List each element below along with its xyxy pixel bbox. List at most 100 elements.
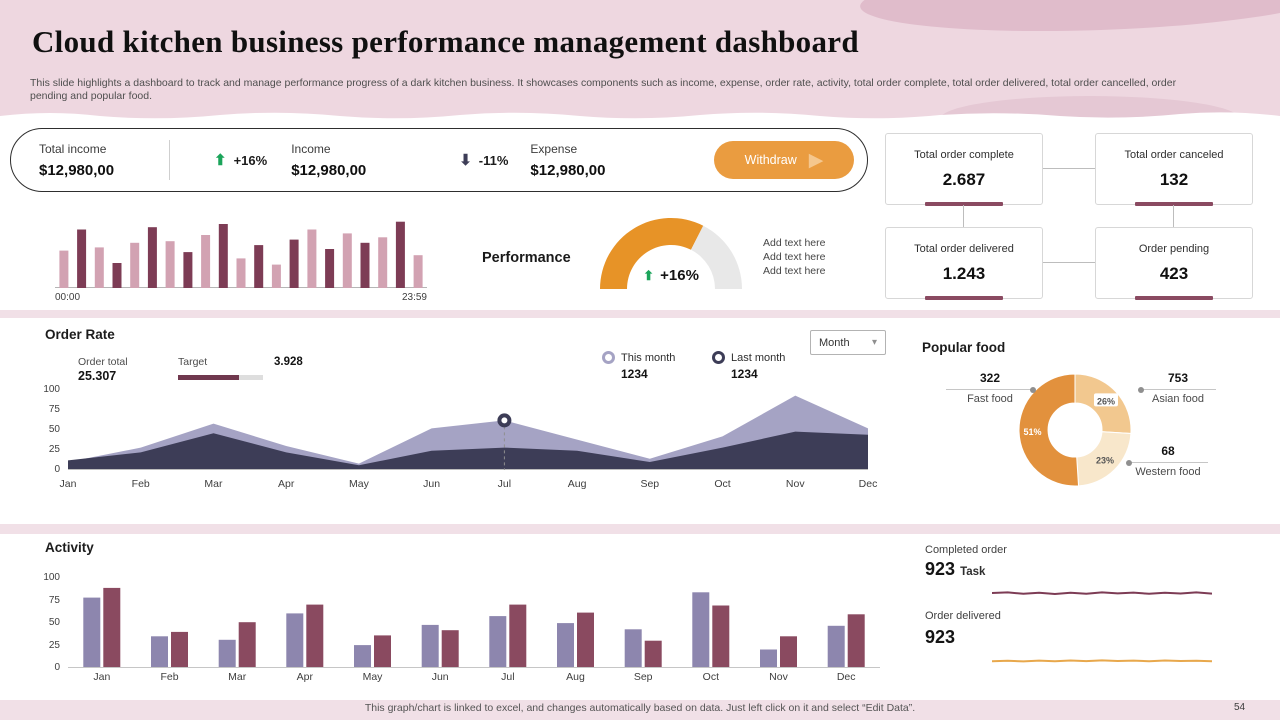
order-card-value: 132 bbox=[1159, 170, 1189, 189]
income-value: $12,980,00 bbox=[291, 161, 367, 179]
connector-line bbox=[1173, 205, 1174, 227]
order-rate-x-axis: Jan Feb Mar Apr May Jun Jul Aug Sep Oct Nov Dec bbox=[59, 478, 878, 490]
callout-value: 753 bbox=[1167, 371, 1189, 385]
arrow-down-icon: ⬇ bbox=[459, 152, 472, 169]
total-income-metric: Total income $12,980,00 bbox=[39, 142, 169, 179]
income-summary-bar: Total income $12,980,00 ⬆ +16% Income $1… bbox=[10, 128, 868, 192]
order-card-value: 423 bbox=[1159, 264, 1189, 283]
callout-line bbox=[1126, 459, 1208, 466]
performance-gauge-chart[interactable] bbox=[596, 212, 746, 292]
legend-this-month: This month 1234 bbox=[602, 351, 675, 381]
income-change-value: +16% bbox=[233, 152, 268, 168]
legend-value: 1234 bbox=[621, 367, 648, 381]
legend-last-month: Last month 1234 bbox=[712, 351, 785, 381]
add-text-placeholder[interactable]: Add text here bbox=[763, 251, 826, 263]
page-number: 54 bbox=[1234, 702, 1246, 713]
hourly-sales-bar-chart[interactable] bbox=[55, 206, 427, 288]
callout-line bbox=[946, 386, 1036, 393]
completed-order-sparkline[interactable] bbox=[991, 586, 1213, 602]
callout-label: Asian food bbox=[1152, 393, 1204, 405]
order-card-label: Total order delivered bbox=[914, 243, 1014, 255]
withdraw-button[interactable]: Withdraw ▶ bbox=[714, 141, 854, 179]
completed-order-unit: Task bbox=[960, 566, 986, 578]
connector-line bbox=[1043, 262, 1095, 263]
connector-line bbox=[1043, 168, 1095, 169]
activity-x-axis: Jan Feb Mar Apr May Jun Jul Aug Sep Oct Nov Dec bbox=[93, 671, 856, 683]
callout-line bbox=[1138, 386, 1216, 393]
order-stat-card: Total order complete 2.687 bbox=[885, 133, 1043, 206]
order-rate-area-chart[interactable] bbox=[68, 390, 868, 470]
expense-label: Expense bbox=[530, 141, 578, 156]
callout-dot bbox=[1138, 386, 1144, 393]
month-dropdown-value: Month bbox=[819, 336, 850, 349]
order-stat-card: Order pending 423 bbox=[1095, 227, 1253, 300]
accent-bar bbox=[925, 296, 1003, 300]
expense-value: $12,980,00 bbox=[530, 161, 606, 179]
chevron-down-icon: ▾ bbox=[871, 337, 877, 348]
food-callout-asian-food: 753 Asian food bbox=[1138, 371, 1216, 405]
legend-label: Last month bbox=[731, 351, 786, 364]
order-card-label: Order pending bbox=[1138, 243, 1210, 255]
play-arrow-icon: ▶ bbox=[808, 149, 824, 171]
income-metric: Income $12,980,00 bbox=[291, 142, 407, 179]
svg-text:23%: 23% bbox=[1096, 456, 1114, 466]
order-rate-band bbox=[0, 318, 1280, 524]
expense-metric: Expense $12,980,00 bbox=[530, 142, 646, 179]
activity-y-axis: 100 75 50 25 0 bbox=[43, 572, 60, 673]
page-subtitle: This slide highlights a dashboard to tra… bbox=[30, 77, 1177, 102]
order-delivered-label: Order delivered bbox=[925, 610, 1001, 622]
time-end-label: 23:59 bbox=[401, 292, 427, 303]
callout-label: Fast food bbox=[967, 393, 1013, 405]
order-card-label: Total order canceled bbox=[1124, 149, 1224, 161]
order-total-label: Order total bbox=[78, 356, 128, 368]
accent-bar bbox=[925, 202, 1003, 206]
section-title-order-rate: Order Rate bbox=[45, 327, 115, 342]
legend-value: 1234 bbox=[731, 367, 758, 381]
order-card-value: 1.243 bbox=[942, 264, 986, 283]
popular-food-donut-chart[interactable]: 26% 23% 51% bbox=[1005, 367, 1145, 493]
performance-label: Performance bbox=[482, 250, 571, 266]
callout-dot bbox=[1030, 386, 1036, 393]
food-callout-western-food: 68 Western food bbox=[1126, 444, 1208, 478]
total-income-label: Total income bbox=[39, 141, 107, 156]
accent-bar bbox=[1135, 202, 1213, 206]
callout-label: Western food bbox=[1135, 466, 1201, 478]
performance-pct: +16% bbox=[660, 267, 699, 284]
callout-dot bbox=[1126, 459, 1132, 466]
torn-paper-decoration bbox=[859, 0, 1280, 39]
expense-change: ⬇ -11% bbox=[459, 151, 508, 169]
legend-dot-icon bbox=[602, 351, 615, 364]
order-card-value: 2.687 bbox=[942, 170, 986, 189]
order-card-label: Total order complete bbox=[914, 149, 1014, 161]
food-callout-fast-food: 322 Fast food bbox=[946, 371, 1036, 405]
connector-line bbox=[963, 205, 964, 227]
order-stat-card: Total order delivered 1.243 bbox=[885, 227, 1043, 300]
add-text-placeholder[interactable]: Add text here bbox=[763, 237, 826, 249]
target-progress-track bbox=[178, 375, 263, 380]
torn-edge-decoration bbox=[0, 112, 1280, 122]
completed-order-number: 923 bbox=[925, 559, 956, 579]
svg-text:26%: 26% bbox=[1097, 396, 1115, 406]
expense-change-value: -11% bbox=[478, 152, 509, 168]
target-value: 3.928 bbox=[274, 356, 303, 368]
completed-order-value: 923 Task bbox=[925, 559, 985, 580]
withdraw-label: Withdraw bbox=[744, 153, 797, 167]
page-title: Cloud kitchen business performance manag… bbox=[32, 24, 859, 59]
legend-label: This month bbox=[621, 351, 676, 364]
income-label: Income bbox=[291, 141, 331, 156]
income-change: ⬆ +16% bbox=[214, 151, 267, 169]
completed-order-label: Completed order bbox=[925, 544, 1007, 556]
time-start-label: 00:00 bbox=[55, 292, 81, 303]
order-delivered-number: 923 bbox=[925, 627, 956, 647]
order-delivered-sparkline[interactable] bbox=[991, 654, 1213, 668]
activity-bar-chart[interactable] bbox=[68, 578, 880, 668]
callout-value: 322 bbox=[979, 371, 1001, 385]
svg-text:51%: 51% bbox=[1024, 427, 1042, 437]
add-text-list: Add text here Add text here Add text her… bbox=[763, 237, 825, 279]
month-dropdown[interactable]: Month ▾ bbox=[810, 330, 886, 355]
section-title-popular-food: Popular food bbox=[922, 340, 1006, 355]
target-progress-fill bbox=[178, 375, 240, 380]
add-text-placeholder[interactable]: Add text here bbox=[763, 265, 826, 277]
activity-band bbox=[0, 534, 1280, 700]
order-delivered-value: 923 bbox=[925, 627, 955, 648]
